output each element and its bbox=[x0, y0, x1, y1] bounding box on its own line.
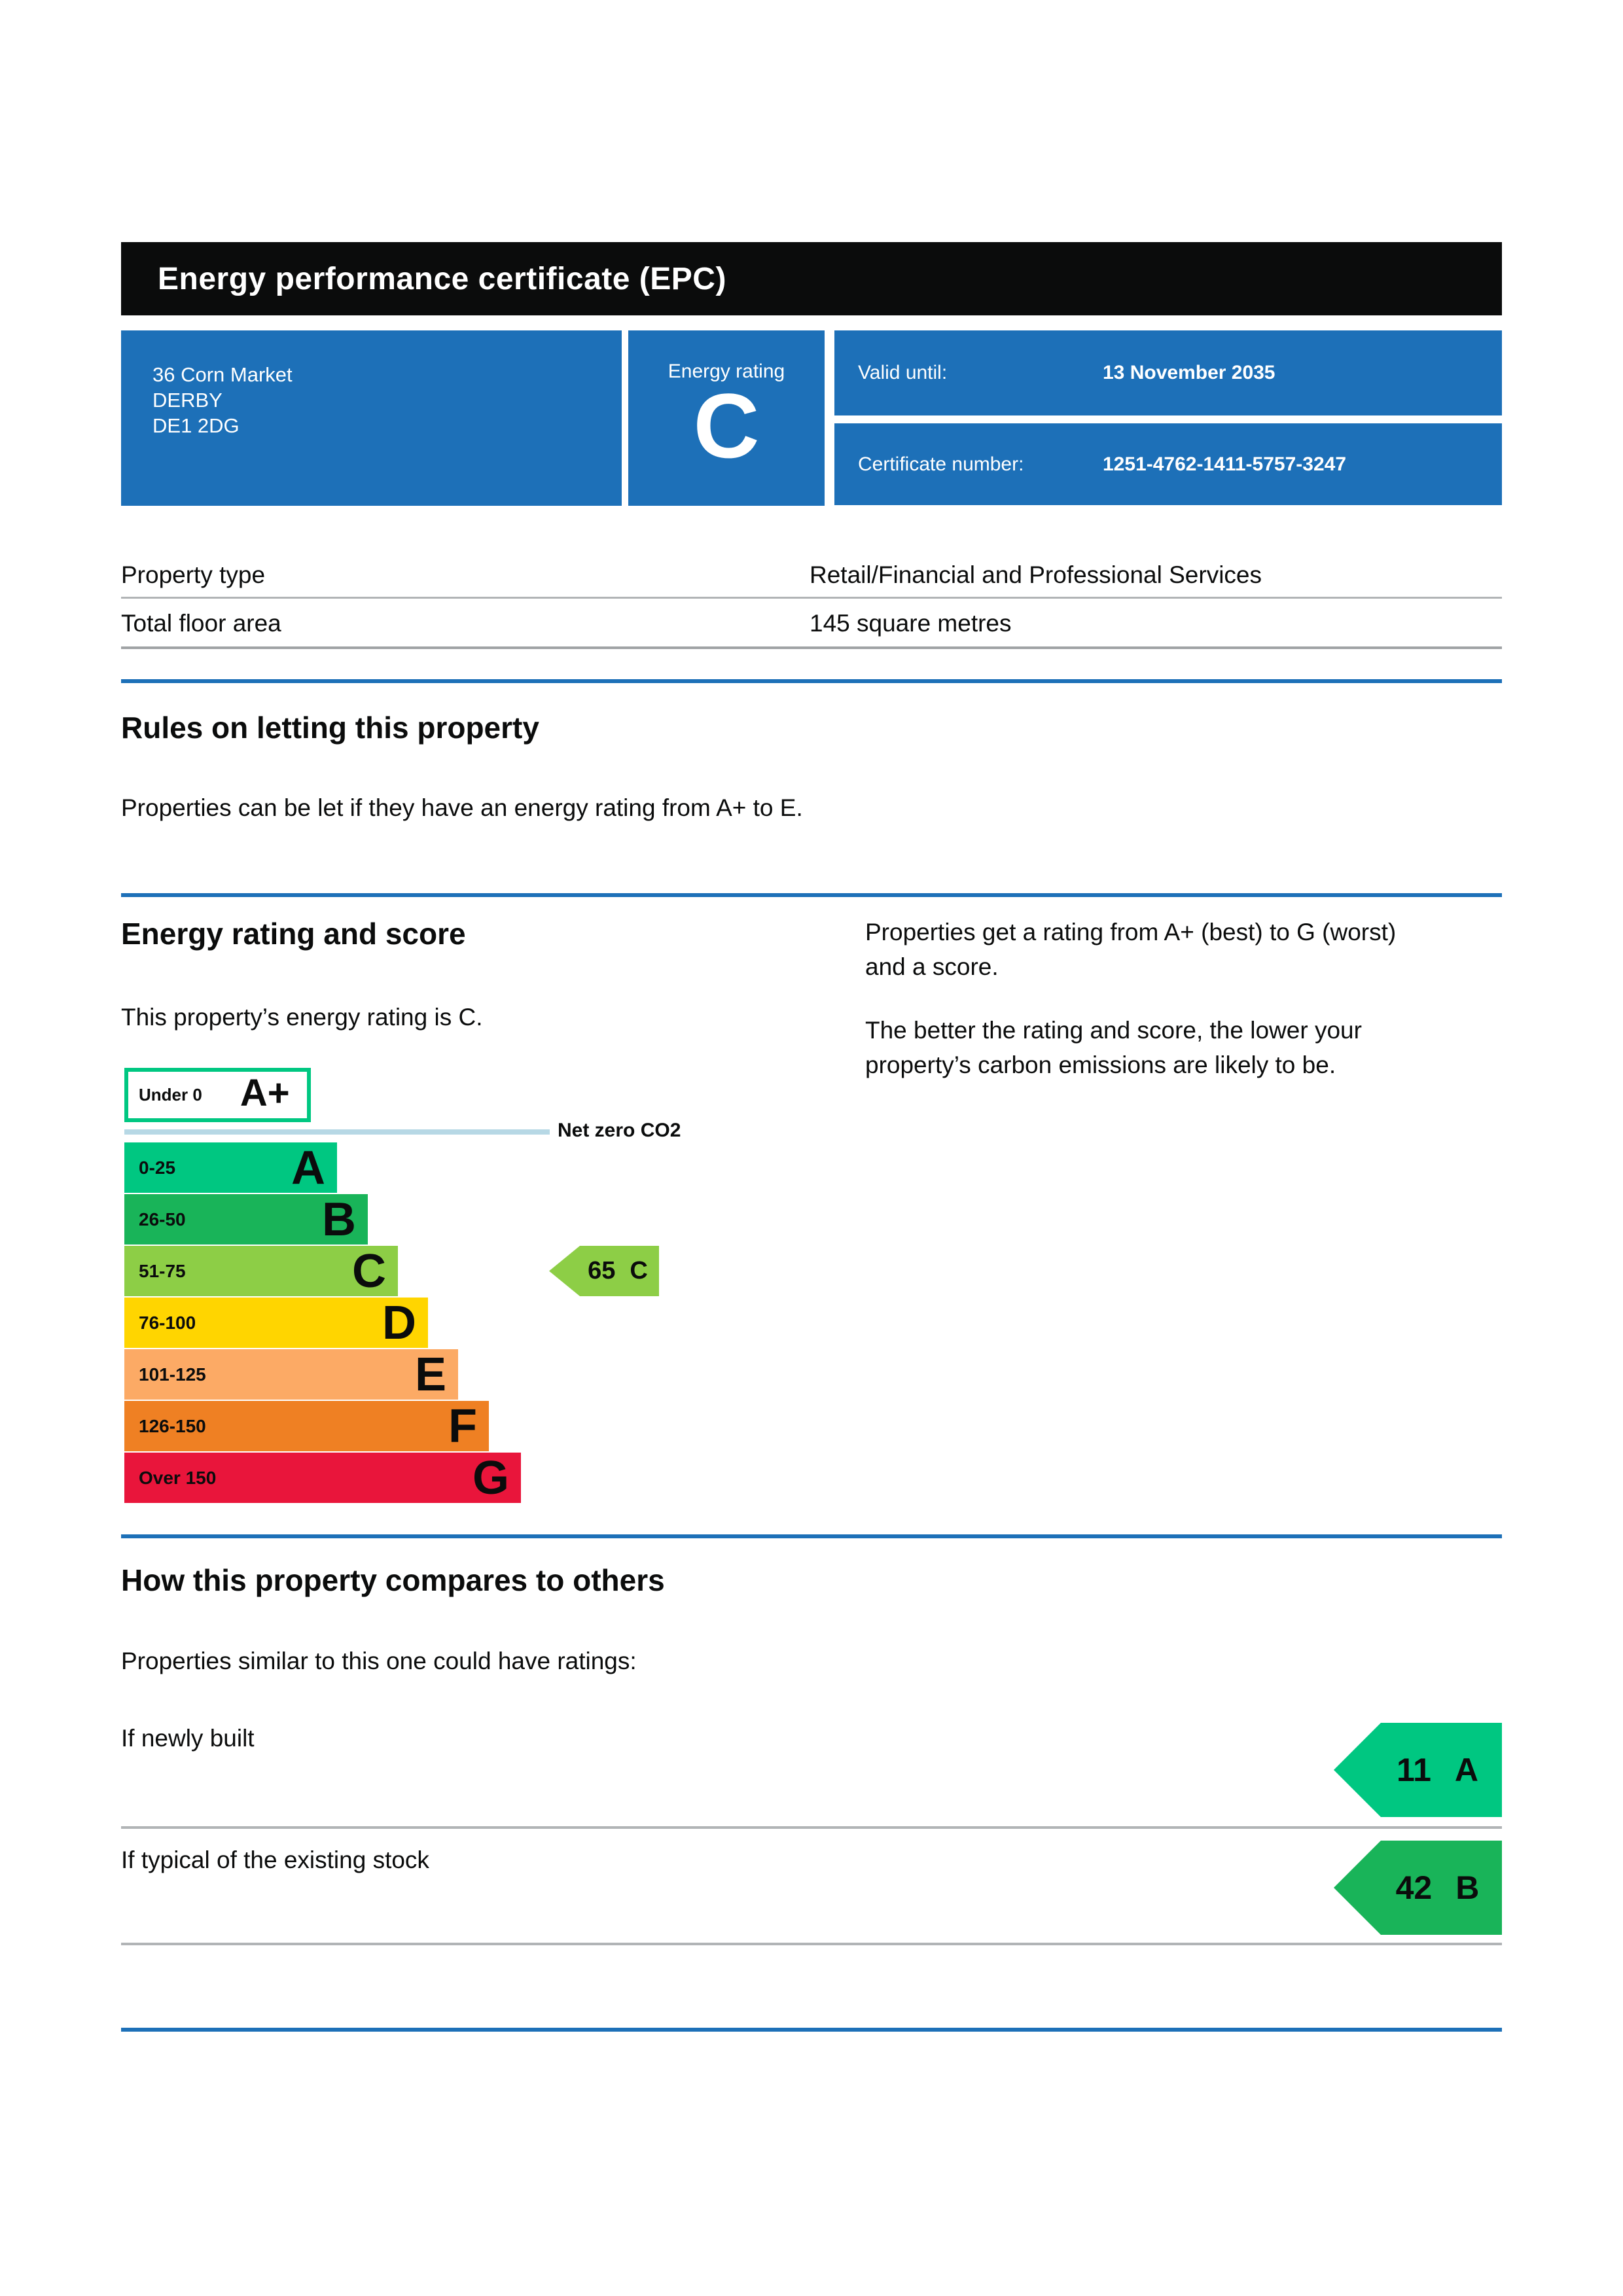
net-zero-label: Net zero CO2 bbox=[558, 1120, 681, 1141]
floor-area-label: Total floor area bbox=[121, 610, 281, 637]
band-a-letter: A bbox=[291, 1141, 325, 1194]
newly-built-score: 11 bbox=[1397, 1752, 1431, 1788]
band-d-letter: D bbox=[382, 1296, 416, 1349]
band-f-letter: F bbox=[448, 1400, 477, 1453]
newly-built-label: If newly built bbox=[121, 1725, 255, 1752]
band-e-range: 101-125 bbox=[139, 1364, 206, 1385]
property-rating-text: This property’s energy rating is C. bbox=[121, 1004, 483, 1031]
existing-stock-label: If typical of the existing stock bbox=[121, 1846, 429, 1873]
certificate-number-label: Certificate number: bbox=[858, 453, 1024, 475]
rules-heading: Rules on letting this property bbox=[121, 711, 539, 745]
band-c-range: 51-75 bbox=[139, 1260, 186, 1281]
certificate-number-box: Certificate number: 1251-4762-1411-5757-… bbox=[834, 423, 1502, 505]
energy-rating-label: Energy rating bbox=[668, 361, 785, 382]
band-c-letter: C bbox=[352, 1245, 386, 1298]
section-divider bbox=[121, 893, 1502, 897]
band-b-range: 26-50 bbox=[139, 1209, 186, 1229]
band-f: 126-150 F bbox=[124, 1401, 489, 1451]
band-e-letter: E bbox=[414, 1348, 446, 1401]
valid-until-label: Valid until: bbox=[858, 362, 948, 383]
address-box: 36 Corn Market DERBY DE1 2DG bbox=[121, 330, 622, 506]
band-b: 26-50 B bbox=[124, 1194, 368, 1245]
property-type-value: Retail/Financial and Professional Servic… bbox=[810, 561, 1262, 588]
rules-body: Properties can be let if they have an en… bbox=[121, 794, 803, 821]
band-d: 76-100 D bbox=[124, 1298, 428, 1348]
band-b-letter: B bbox=[322, 1193, 356, 1246]
header-bar: Energy performance certificate (EPC) bbox=[121, 242, 1502, 315]
net-zero-line bbox=[124, 1129, 550, 1135]
band-e: 101-125 E bbox=[124, 1349, 458, 1400]
band-g: Over 150 G bbox=[124, 1453, 521, 1503]
band-a-plus-letter: A+ bbox=[240, 1072, 290, 1114]
floor-area-value: 145 square metres bbox=[810, 610, 1012, 637]
band-g-range: Over 150 bbox=[139, 1467, 217, 1488]
certificate-number-value: 1251-4762-1411-5757-3247 bbox=[1103, 453, 1346, 475]
band-a-range: 0-25 bbox=[139, 1157, 176, 1178]
address-line-3: DE1 2DG bbox=[152, 414, 240, 437]
row-divider bbox=[121, 1943, 1502, 1945]
address-line-2: DERBY bbox=[152, 389, 223, 412]
band-c: 51-75 C bbox=[124, 1246, 398, 1296]
energy-rating-box: Energy rating C bbox=[628, 330, 825, 506]
table-row-property-type: Property type Retail/Financial and Profe… bbox=[121, 553, 1502, 599]
table-row-floor-area: Total floor area 145 square metres bbox=[121, 601, 1502, 649]
rating-explainer-1: Properties get a rating from A+ (best) t… bbox=[865, 919, 1397, 980]
existing-stock-rating-arrow: 42 B bbox=[1334, 1841, 1502, 1935]
row-divider bbox=[121, 1826, 1502, 1829]
address-line-1: 36 Corn Market bbox=[152, 363, 293, 386]
newly-built-band: A bbox=[1454, 1752, 1478, 1788]
this-property-band: C bbox=[630, 1257, 648, 1284]
rating-heading: Energy rating and score bbox=[121, 917, 466, 951]
newly-built-rating-arrow: 11 A bbox=[1334, 1723, 1502, 1817]
section-divider bbox=[121, 2028, 1502, 2032]
property-type-label: Property type bbox=[121, 561, 266, 588]
compare-heading: How this property compares to others bbox=[121, 1563, 665, 1597]
this-property-score-arrow: 65 C bbox=[549, 1246, 659, 1296]
page-title: Energy performance certificate (EPC) bbox=[158, 261, 726, 296]
existing-stock-score: 42 bbox=[1395, 1869, 1433, 1906]
existing-stock-band: B bbox=[1455, 1869, 1480, 1906]
compare-intro: Properties similar to this one could hav… bbox=[121, 1648, 637, 1674]
rating-explainer-2: The better the rating and score, the low… bbox=[865, 1017, 1362, 1078]
band-g-letter: G bbox=[472, 1451, 509, 1504]
section-divider bbox=[121, 1534, 1502, 1538]
this-property-score: 65 bbox=[588, 1257, 616, 1284]
band-a: 0-25 A bbox=[124, 1142, 337, 1193]
band-a-plus: Under 0 A+ bbox=[124, 1068, 311, 1122]
valid-until-box: Valid until: 13 November 2035 bbox=[834, 330, 1502, 415]
band-d-range: 76-100 bbox=[139, 1312, 196, 1333]
section-divider bbox=[121, 679, 1502, 683]
band-a-plus-range: Under 0 bbox=[139, 1085, 202, 1104]
energy-rating-value: C bbox=[693, 374, 760, 477]
band-f-range: 126-150 bbox=[139, 1415, 206, 1436]
valid-until-value: 13 November 2035 bbox=[1103, 362, 1275, 383]
